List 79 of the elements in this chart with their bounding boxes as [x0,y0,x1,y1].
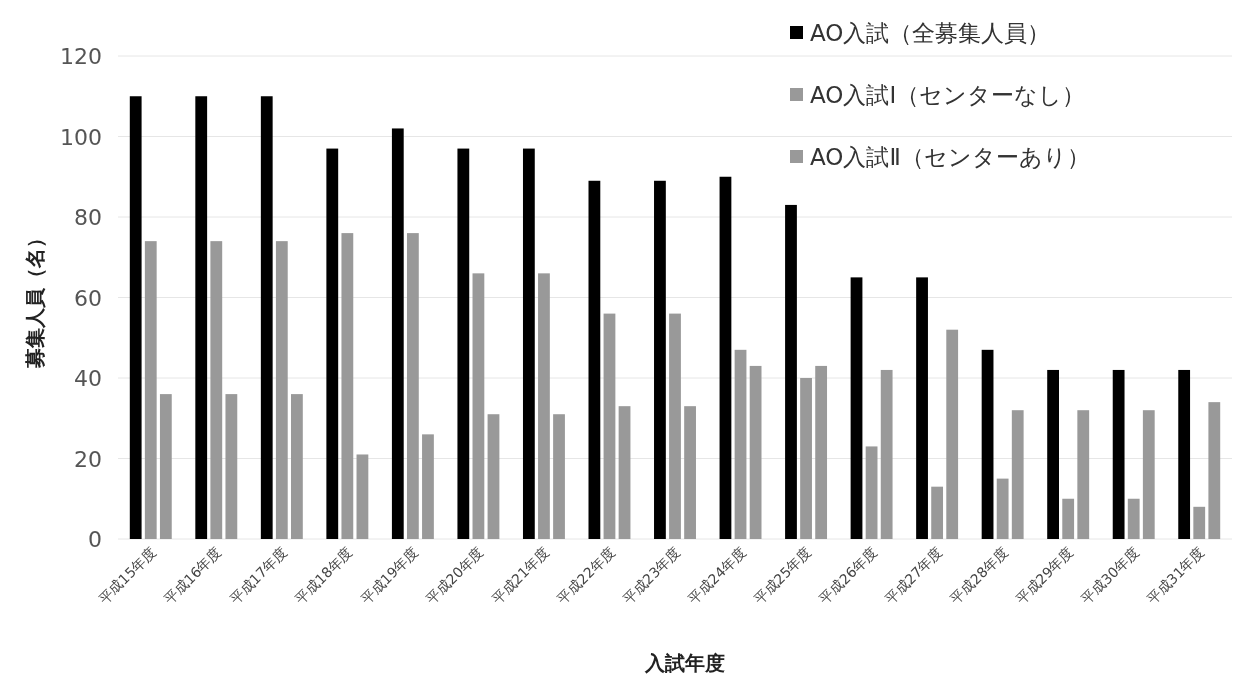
x-tick-label: 平成25年度 [750,543,815,608]
x-tick-label: 平成24年度 [685,543,749,608]
bar [457,148,470,539]
bar [815,365,828,539]
y-tick-label: 0 [88,527,102,552]
bar [981,349,994,539]
bar [538,273,550,539]
x-tick-label: 平成16年度 [160,543,225,608]
bar [210,241,223,539]
bar [341,233,354,539]
bar [129,96,142,539]
bar [1112,369,1125,539]
bar [603,313,616,539]
bar [719,176,732,539]
bar [195,96,208,539]
x-tick-label: 平成18年度 [291,543,356,608]
x-tick-label: 平成19年度 [357,543,421,608]
x-tick-label: 平成29年度 [1012,543,1077,608]
bar [1062,498,1075,539]
bar [800,378,812,539]
x-tick-label: 平成22年度 [554,543,618,608]
bar [422,434,434,539]
bar [588,180,601,539]
x-tick-label: 平成30年度 [1078,543,1142,608]
bar [472,273,485,539]
bar [553,414,565,539]
y-tick-label: 40 [74,366,102,391]
bar [487,414,500,539]
x-tick-label: 平成17年度 [226,543,290,608]
bar [406,233,419,539]
legend-label: AO入試Ⅱ（センターあり） [810,144,1090,170]
bar [356,454,369,539]
bar [684,406,696,539]
bar [1127,498,1140,539]
bar [144,241,157,539]
bar [916,277,928,539]
y-tick-label: 100 [60,124,102,150]
y-tick-label: 20 [74,446,102,472]
bar [1208,402,1221,539]
bar [225,394,238,539]
x-tick-label: 平成26年度 [816,543,880,608]
y-tick-label: 120 [60,44,102,69]
bar [785,204,797,539]
bar [260,96,273,539]
bar [865,446,878,539]
bar [1193,506,1206,539]
bar [522,148,535,539]
x-axis-title: 入試年度 [644,651,725,675]
y-tick-label: 80 [74,205,102,230]
legend-label: AO入試（全募集人員） [810,20,1051,46]
bar [1142,410,1155,539]
bar [326,148,339,539]
legend-label: AO入試Ⅰ（センターなし） [810,82,1086,108]
bar [749,365,762,539]
bar [291,394,303,539]
bar [1178,369,1191,539]
bar [850,277,863,539]
bar [159,394,172,539]
bar [275,241,288,539]
bar [1011,410,1024,539]
x-tick-label: 平成21年度 [488,543,553,608]
x-tick-label: 平成31年度 [1143,543,1208,608]
x-tick-label: 平成20年度 [423,543,487,608]
bar [1047,369,1060,539]
x-tick-label: 平成27年度 [881,543,946,608]
y-tick-label: 60 [74,285,102,311]
bar [1077,410,1090,539]
y-axis-title: 募集人員（名） [23,227,47,369]
bar [880,369,893,539]
bar [669,313,681,539]
bar [734,349,747,539]
bar [931,486,944,539]
bar [654,180,666,539]
bar [996,478,1009,539]
bar [946,329,959,539]
bar [618,406,631,539]
x-tick-label: 平成23年度 [619,543,684,608]
bar [391,128,404,539]
x-tick-label: 平成28年度 [947,543,1011,608]
